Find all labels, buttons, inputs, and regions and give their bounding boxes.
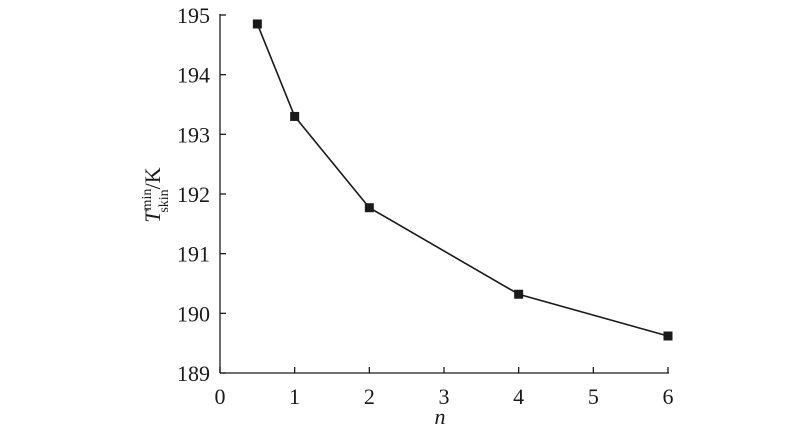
x-tick-label: 6 [663, 384, 674, 409]
y-axis-label: Tmin skin/K [140, 167, 172, 222]
data-point [364, 203, 374, 213]
y-label-sub: skin [157, 189, 172, 212]
x-tick-label: 3 [439, 384, 450, 409]
y-tick-label: 193 [177, 122, 210, 147]
y-tick-label: 194 [177, 63, 210, 88]
data-point [514, 289, 524, 299]
y-tick-label: 195 [177, 3, 210, 28]
y-tick-label: 189 [177, 361, 210, 386]
y-tick-label: 192 [177, 182, 210, 207]
data-point [252, 19, 262, 29]
x-tick-label: 5 [588, 384, 599, 409]
data-point [290, 111, 300, 121]
y-tick-label: 191 [177, 242, 210, 267]
x-tick-label: 1 [289, 384, 300, 409]
y-label-unit: /K [140, 167, 165, 189]
x-tick-label: 0 [215, 384, 226, 409]
x-axis-label: n [435, 404, 446, 429]
data-point [663, 331, 673, 341]
data-line [256, 23, 669, 337]
x-tick-label: 2 [364, 384, 375, 409]
y-label-sup: min [140, 189, 155, 211]
x-tick-label: 4 [513, 384, 524, 409]
y-tick-label: 190 [177, 301, 210, 326]
y-label-symbol: T [140, 209, 165, 223]
